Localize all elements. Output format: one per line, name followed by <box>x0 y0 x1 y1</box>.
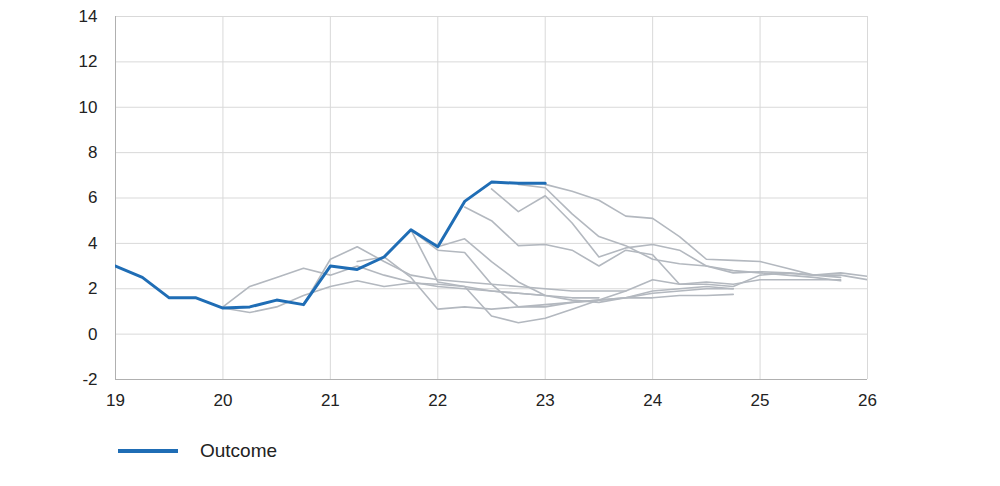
svg-text:25: 25 <box>751 391 770 410</box>
svg-text:6: 6 <box>88 188 97 207</box>
svg-text:4: 4 <box>88 234 97 253</box>
svg-text:0: 0 <box>88 325 97 344</box>
svg-text:10: 10 <box>79 98 98 117</box>
svg-text:26: 26 <box>858 391 877 410</box>
svg-text:8: 8 <box>88 143 97 162</box>
svg-text:24: 24 <box>643 391 662 410</box>
svg-text:12: 12 <box>79 52 98 71</box>
svg-text:14: 14 <box>79 7 98 26</box>
html-text:Outcome: Outcome <box>200 440 278 461</box>
svg-text:21: 21 <box>321 391 340 410</box>
svg-text:19: 19 <box>106 391 125 410</box>
svg-text:2: 2 <box>88 279 97 298</box>
svg-text:22: 22 <box>428 391 447 410</box>
svg-text:23: 23 <box>536 391 555 410</box>
svg-text:20: 20 <box>213 391 232 410</box>
svg-text:-2: -2 <box>82 370 97 389</box>
